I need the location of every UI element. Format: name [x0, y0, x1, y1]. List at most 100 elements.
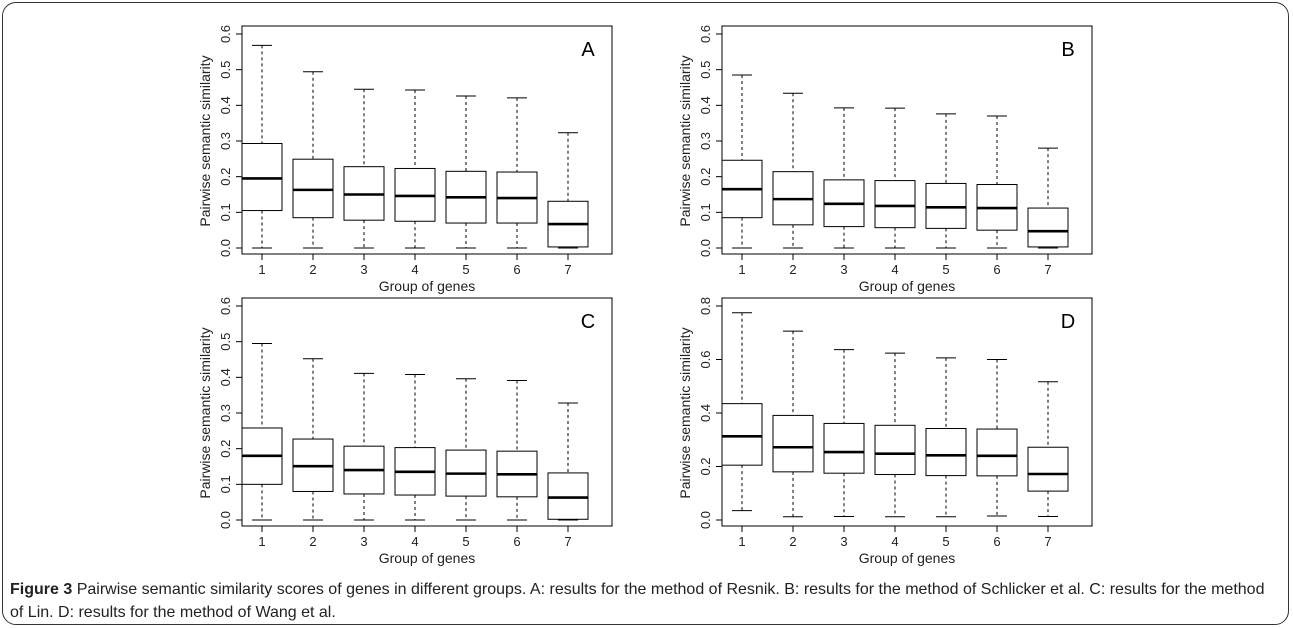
- x-tick-label: 7: [1044, 262, 1051, 277]
- panel-c: 0.0 0.1 0.2 0.3 0.4 0.5 0.6 Pairwise semantic s…: [190, 294, 620, 566]
- x-tick-label: 4: [411, 262, 418, 277]
- iqr-box: [292, 158, 334, 219]
- x-tick-label: 6: [513, 534, 520, 549]
- box-group-1: [241, 44, 283, 249]
- plot-frame: [241, 25, 613, 255]
- iqr-box: [241, 142, 283, 212]
- x-tick-label: 2: [789, 262, 796, 277]
- iqr-box: [874, 180, 916, 229]
- iqr-box: [925, 182, 967, 229]
- box-group-5: [925, 357, 967, 518]
- box-group-4: [394, 373, 436, 521]
- x-axis-label: Group of genes: [859, 550, 956, 566]
- box-group-7: [1027, 381, 1069, 518]
- box-group-3: [343, 88, 385, 249]
- iqr-box: [976, 428, 1018, 477]
- y-tick-label: 0.6: [218, 25, 233, 43]
- y-tick-label: 0.8: [698, 297, 713, 315]
- x-tick-label: 4: [891, 534, 898, 549]
- x-tick-label: 4: [411, 534, 418, 549]
- x-tick-label: 4: [891, 262, 898, 277]
- y-tick-label: 0.0: [218, 239, 233, 257]
- iqr-box: [721, 403, 763, 466]
- x-tick-label: 1: [258, 262, 265, 277]
- y-tick-label: 0.2: [218, 440, 233, 458]
- iqr-box: [1027, 446, 1069, 492]
- x-tick-label: 6: [513, 262, 520, 277]
- y-tick-label: 0.6: [698, 350, 713, 368]
- iqr-box: [547, 472, 589, 520]
- y-tick-label: 0.1: [218, 203, 233, 221]
- panel-b: 0.0 0.1 0.2 0.3 0.4 0.5 0.6 Pairwise semantic s…: [670, 22, 1100, 294]
- y-axis-label: Pairwise semantic similarity: [197, 327, 213, 498]
- x-tick-label: 5: [462, 534, 469, 549]
- x-tick-label: 3: [360, 262, 367, 277]
- y-tick-label: 0.5: [698, 61, 713, 79]
- box-group-5: [445, 95, 487, 249]
- x-tick-label: 6: [993, 262, 1000, 277]
- x-tick-label: 3: [360, 534, 367, 549]
- x-tick-label: 7: [564, 262, 571, 277]
- box-group-2: [772, 330, 814, 518]
- y-tick-label: 0.6: [698, 25, 713, 43]
- box-group-6: [496, 380, 538, 521]
- box-group-2: [772, 92, 814, 249]
- box-group-1: [241, 342, 283, 521]
- iqr-box: [874, 424, 916, 476]
- y-tick-label: 0.5: [218, 333, 233, 351]
- y-tick-label: 0.4: [698, 404, 713, 422]
- panel-label: B: [1061, 39, 1074, 61]
- x-tick-label: 2: [309, 534, 316, 549]
- x-tick-label: 1: [738, 262, 745, 277]
- panel-label: A: [581, 39, 595, 61]
- y-axis-label: Pairwise semantic similarity: [677, 55, 693, 226]
- panel-label: C: [581, 311, 595, 333]
- box-group-4: [394, 89, 436, 249]
- box-group-6: [496, 97, 538, 249]
- iqr-box: [772, 414, 814, 473]
- y-tick-label: 0.0: [698, 511, 713, 529]
- x-axis-label: Group of genes: [379, 550, 476, 566]
- panel-label: D: [1061, 311, 1075, 333]
- x-tick-label: 6: [993, 534, 1000, 549]
- y-tick-label: 0.6: [218, 297, 233, 315]
- boxplot-c: 0.0 0.1 0.2 0.3 0.4 0.5 0.6 Pairwise semantic s…: [197, 297, 613, 566]
- box-group-3: [823, 349, 865, 518]
- x-tick-label: 7: [564, 534, 571, 549]
- box-group-1: [721, 312, 763, 512]
- y-tick-label: 0.1: [698, 203, 713, 221]
- y-tick-label: 0.2: [218, 168, 233, 186]
- x-tick-label: 5: [462, 262, 469, 277]
- y-axis-label: Pairwise semantic similarity: [677, 327, 693, 498]
- x-tick-label: 5: [942, 262, 949, 277]
- box-group-5: [445, 378, 487, 521]
- y-tick-label: 0.2: [698, 168, 713, 186]
- y-tick-label: 0.2: [698, 457, 713, 475]
- box-group-2: [292, 358, 334, 521]
- box-group-4: [874, 107, 916, 249]
- y-tick-label: 0.5: [218, 61, 233, 79]
- box-group-7: [1027, 147, 1069, 249]
- figure-caption: Figure 3 Pairwise semantic similarity sc…: [10, 578, 1278, 624]
- box-group-2: [292, 71, 334, 249]
- box-group-6: [976, 115, 1018, 249]
- x-tick-label: 5: [942, 534, 949, 549]
- y-tick-label: 0.3: [218, 132, 233, 150]
- y-tick-label: 0.0: [218, 511, 233, 529]
- box-group-6: [976, 359, 1018, 517]
- panel-a: 0.0 0.1 0.2 0.3 0.4 0.5 0.6 Pairwise semantic s…: [190, 22, 620, 294]
- x-tick-label: 2: [309, 262, 316, 277]
- iqr-box: [823, 422, 865, 474]
- x-axis-label: Group of genes: [379, 278, 476, 294]
- plot-frame: [721, 297, 1093, 527]
- y-tick-label: 0.0: [698, 239, 713, 257]
- iqr-box: [925, 428, 967, 477]
- x-tick-label: 3: [840, 262, 847, 277]
- boxplot-a: 0.0 0.1 0.2 0.3 0.4 0.5 0.6 Pairwise semantic s…: [197, 25, 613, 294]
- x-tick-label: 2: [789, 534, 796, 549]
- box-group-3: [343, 372, 385, 521]
- figure-caption-text: Pairwise semantic similarity scores of g…: [10, 581, 1265, 621]
- box-group-5: [925, 113, 967, 249]
- box-group-7: [547, 402, 589, 521]
